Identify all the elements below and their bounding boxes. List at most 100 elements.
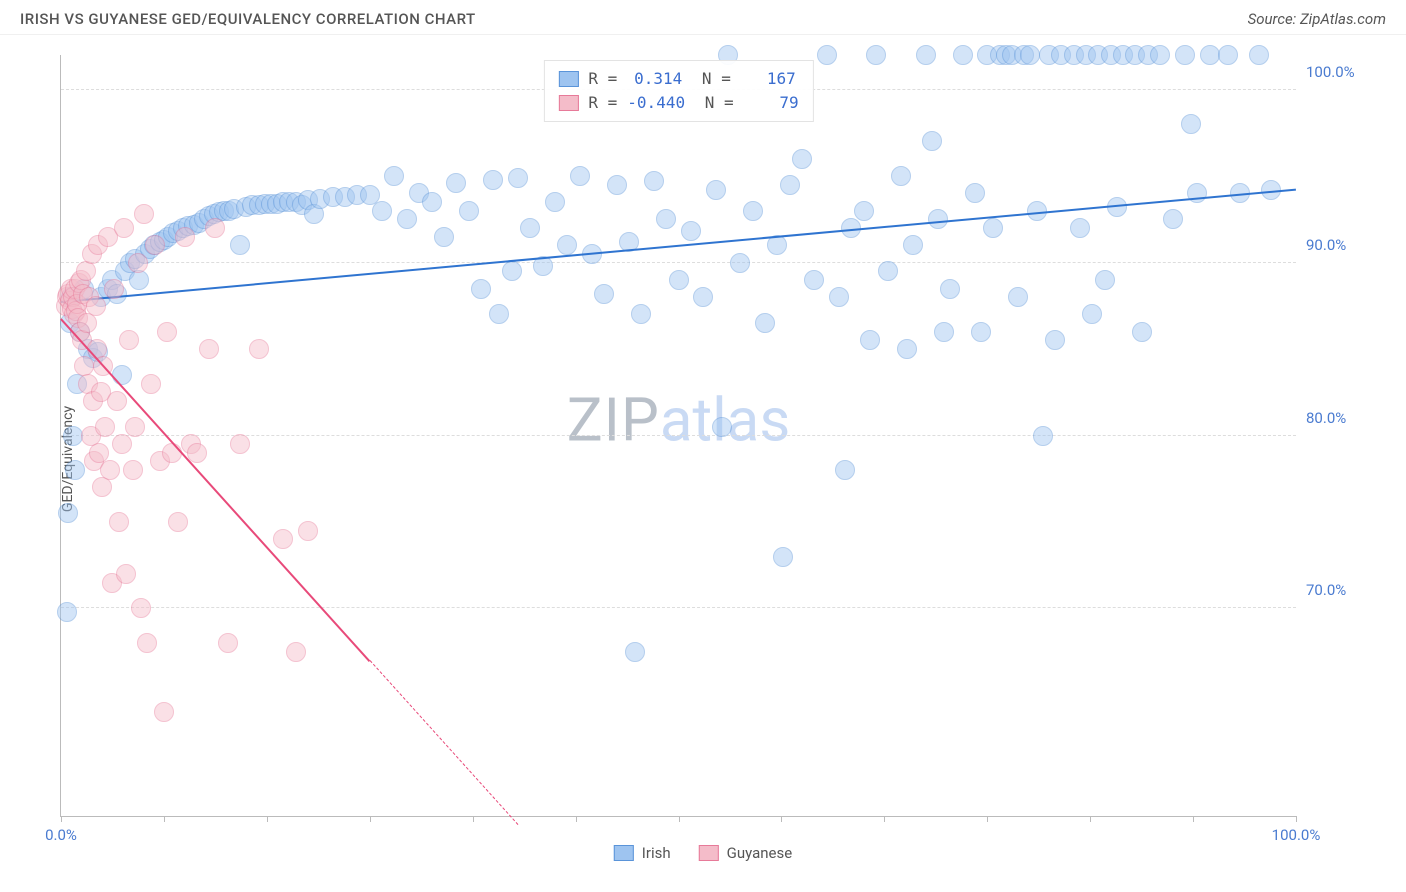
- x-tick-mark: [61, 816, 62, 822]
- legend-item: Irish: [614, 844, 671, 862]
- data-point: [65, 460, 85, 480]
- data-point: [230, 235, 250, 255]
- r-label: R =: [588, 67, 617, 91]
- data-point: [706, 180, 726, 200]
- data-point: [1249, 45, 1269, 65]
- data-point: [107, 391, 127, 411]
- data-point: [934, 322, 954, 342]
- n-value: 167: [741, 67, 796, 91]
- data-point: [112, 365, 132, 385]
- regression-line-extrapolated: [369, 660, 518, 825]
- data-point: [434, 227, 454, 247]
- data-point: [58, 503, 78, 523]
- data-point: [502, 261, 522, 281]
- data-point: [1200, 45, 1220, 65]
- data-point: [112, 434, 132, 454]
- data-point: [712, 417, 732, 437]
- x-tick-mark: [679, 816, 680, 822]
- data-point: [1033, 426, 1053, 446]
- data-point: [780, 175, 800, 195]
- data-point: [459, 201, 479, 221]
- data-point: [154, 702, 174, 722]
- data-point: [92, 477, 112, 497]
- data-point: [116, 564, 136, 584]
- legend-swatch: [699, 845, 719, 861]
- data-point: [372, 201, 392, 221]
- data-point: [817, 45, 837, 65]
- data-point: [489, 304, 509, 324]
- data-point: [1181, 114, 1201, 134]
- data-point: [95, 417, 115, 437]
- data-point: [594, 284, 614, 304]
- data-point: [644, 171, 664, 191]
- data-point: [1132, 322, 1152, 342]
- data-point: [965, 183, 985, 203]
- data-point: [681, 221, 701, 241]
- x-tick-mark: [781, 816, 782, 822]
- data-point: [109, 512, 129, 532]
- data-point: [773, 547, 793, 567]
- data-point: [168, 512, 188, 532]
- series-swatch: [558, 71, 578, 87]
- data-point: [878, 261, 898, 281]
- data-point: [1020, 45, 1040, 65]
- data-point: [249, 339, 269, 359]
- data-point: [570, 166, 590, 186]
- legend-item: Guyanese: [699, 844, 793, 862]
- data-point: [471, 279, 491, 299]
- data-point: [971, 322, 991, 342]
- legend-label: Irish: [642, 844, 671, 862]
- data-point: [891, 166, 911, 186]
- data-point: [804, 270, 824, 290]
- series-swatch: [558, 95, 578, 111]
- data-point: [669, 270, 689, 290]
- chart-header: IRISH VS GUYANESE GED/EQUIVALENCY CORREL…: [0, 0, 1406, 35]
- data-point: [928, 209, 948, 229]
- data-point: [137, 633, 157, 653]
- data-point: [545, 192, 565, 212]
- watermark: ZIPatlas: [567, 385, 791, 456]
- data-point: [131, 598, 151, 618]
- chart-title: IRISH VS GUYANESE GED/EQUIVALENCY CORREL…: [20, 10, 476, 28]
- data-point: [273, 529, 293, 549]
- data-point: [693, 287, 713, 307]
- data-point: [104, 279, 124, 299]
- gridline-horizontal: [61, 262, 1296, 263]
- x-tick-mark: [1193, 816, 1194, 822]
- data-point: [141, 374, 161, 394]
- data-point: [1045, 330, 1065, 350]
- y-tick-label: 100.0%: [1306, 63, 1376, 81]
- data-point: [57, 602, 77, 622]
- plot-region: ZIPatlas R =0.314 N =167R =-0.440 N =79 …: [60, 55, 1296, 817]
- data-point: [1008, 287, 1028, 307]
- x-tick-label: 0.0%: [45, 826, 77, 844]
- data-point: [446, 173, 466, 193]
- data-point: [903, 235, 923, 255]
- data-point: [230, 434, 250, 454]
- x-tick-mark: [267, 816, 268, 822]
- chart-source: Source: ZipAtlas.com: [1248, 10, 1386, 28]
- data-point: [866, 45, 886, 65]
- data-point: [100, 460, 120, 480]
- gridline-horizontal: [61, 607, 1296, 608]
- data-point: [940, 279, 960, 299]
- data-point: [1082, 304, 1102, 324]
- data-point: [199, 339, 219, 359]
- x-tick-label: 100.0%: [1272, 826, 1321, 844]
- x-tick-mark: [576, 816, 577, 822]
- data-point: [129, 270, 149, 290]
- data-point: [983, 218, 1003, 238]
- data-point: [119, 330, 139, 350]
- data-point: [76, 261, 96, 281]
- data-point: [1150, 45, 1170, 65]
- data-point: [397, 209, 417, 229]
- data-point: [835, 460, 855, 480]
- data-point: [860, 330, 880, 350]
- data-point: [422, 192, 442, 212]
- y-tick-label: 80.0%: [1306, 409, 1376, 427]
- data-point: [1095, 270, 1115, 290]
- n-label: N =: [695, 91, 734, 115]
- n-label: N =: [692, 67, 731, 91]
- x-tick-mark: [164, 816, 165, 822]
- data-point: [953, 45, 973, 65]
